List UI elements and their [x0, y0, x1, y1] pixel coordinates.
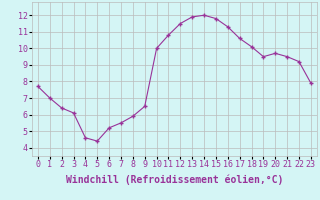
X-axis label: Windchill (Refroidissement éolien,°C): Windchill (Refroidissement éolien,°C): [66, 175, 283, 185]
